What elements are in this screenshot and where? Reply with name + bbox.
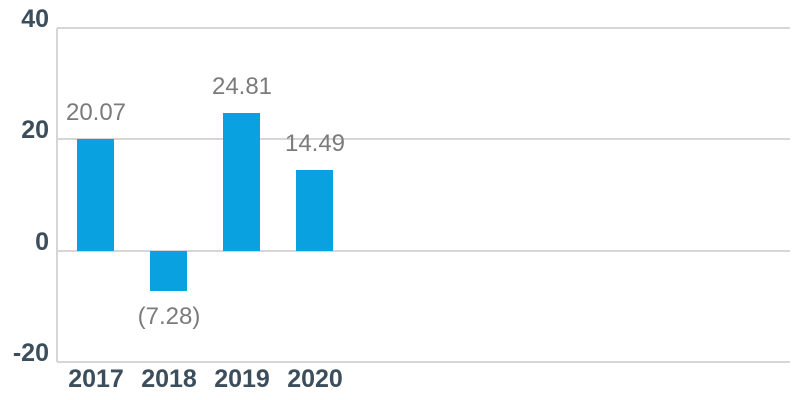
y-axis-line	[56, 28, 58, 362]
bar-2019	[223, 113, 260, 251]
gridline-y-20	[57, 138, 790, 140]
x-tick-label-2017: 2017	[68, 365, 124, 393]
data-label-2017: 20.07	[65, 99, 127, 126]
y-tick-label--20: -20	[12, 339, 49, 367]
bar-2018	[150, 251, 187, 291]
gridline-y-0	[57, 250, 790, 252]
data-label-2018: (7.28)	[137, 303, 201, 330]
gridline-y--20	[57, 361, 790, 363]
gridline-y-40	[57, 27, 790, 29]
x-tick-label-2019: 2019	[214, 365, 270, 393]
data-label-2020: 14.49	[284, 130, 346, 157]
y-tick-label-0: 0	[35, 228, 49, 256]
y-tick-label-40: 40	[21, 5, 49, 33]
x-tick-label-2020: 2020	[287, 365, 343, 393]
x-tick-label-2018: 2018	[141, 365, 197, 393]
bar-2017	[77, 139, 114, 251]
y-tick-label-20: 20	[21, 116, 49, 144]
bar-2020	[296, 170, 333, 251]
data-label-2019: 24.81	[211, 73, 273, 100]
